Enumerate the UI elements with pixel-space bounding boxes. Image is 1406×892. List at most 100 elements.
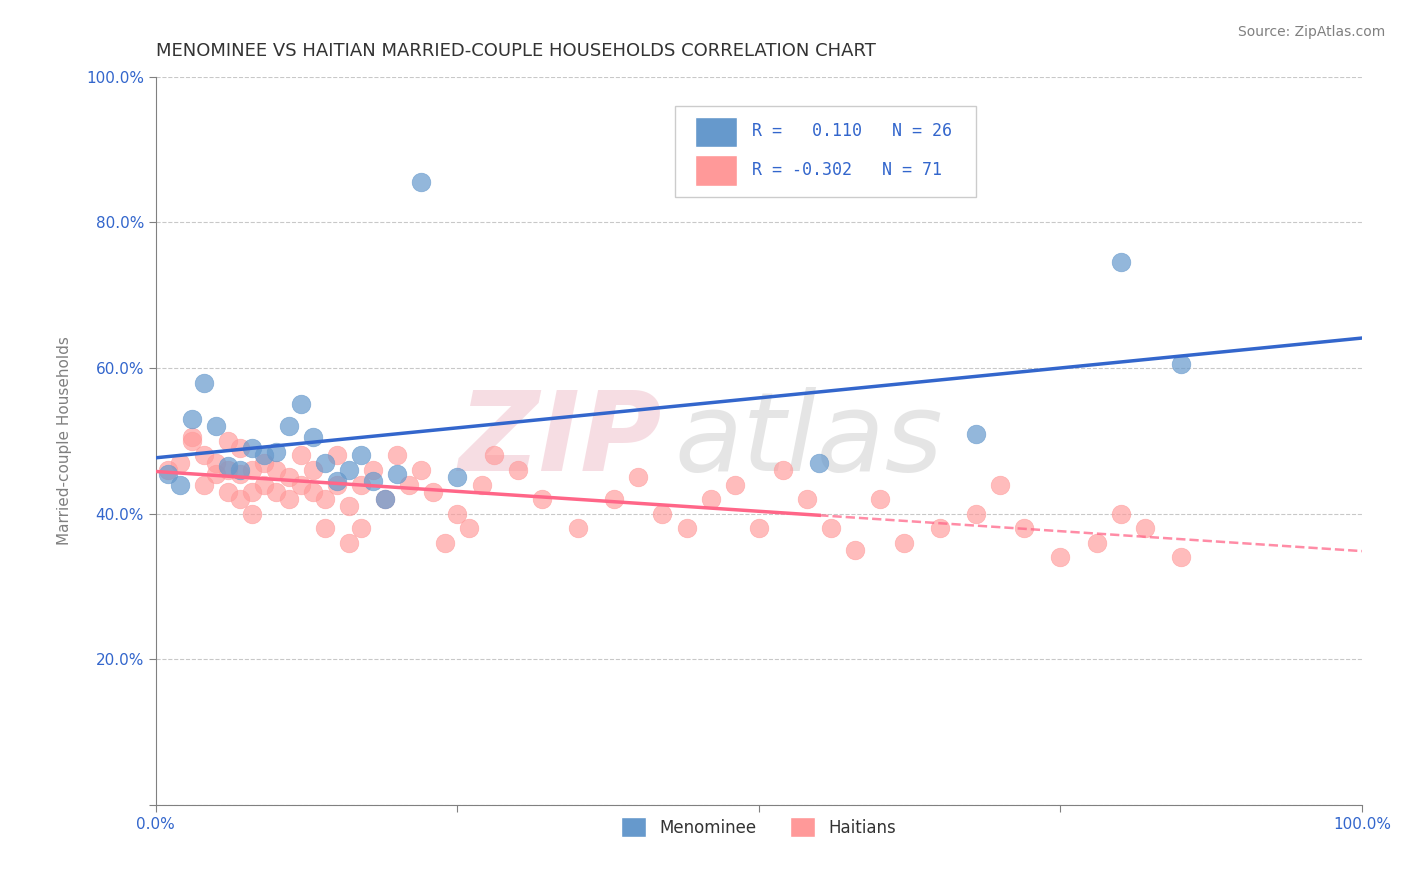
Text: MENOMINEE VS HAITIAN MARRIED-COUPLE HOUSEHOLDS CORRELATION CHART: MENOMINEE VS HAITIAN MARRIED-COUPLE HOUS…: [156, 42, 876, 60]
Point: [240, 484, 263, 499]
Point: [156, 467, 179, 481]
Point: [156, 463, 179, 477]
Point: [301, 463, 323, 477]
Point: [385, 467, 408, 481]
Point: [266, 444, 288, 458]
Point: [361, 474, 384, 488]
Point: [928, 521, 950, 535]
Point: [530, 492, 553, 507]
Point: [1109, 255, 1132, 269]
Point: [337, 535, 360, 549]
Point: [240, 463, 263, 477]
Point: [965, 507, 987, 521]
Point: [411, 463, 433, 477]
Point: [217, 434, 239, 448]
Point: [374, 492, 396, 507]
Point: [398, 477, 420, 491]
Y-axis label: Married-couple Households: Married-couple Households: [58, 336, 72, 545]
Point: [277, 419, 299, 434]
Point: [603, 492, 626, 507]
Point: [1014, 521, 1036, 535]
Point: [796, 492, 818, 507]
Point: [965, 426, 987, 441]
Point: [277, 492, 299, 507]
Point: [181, 430, 204, 444]
Point: [253, 449, 276, 463]
Text: R =   0.110   N = 26: R = 0.110 N = 26: [752, 122, 952, 140]
Point: [229, 441, 252, 455]
Point: [988, 477, 1011, 491]
Point: [229, 463, 252, 477]
Point: [217, 463, 239, 477]
Point: [181, 412, 204, 426]
Point: [326, 477, 349, 491]
Point: [193, 376, 215, 390]
Point: [422, 484, 444, 499]
Point: [470, 477, 492, 491]
Point: [205, 456, 228, 470]
Point: [229, 492, 252, 507]
Text: R = -0.302   N = 71: R = -0.302 N = 71: [752, 161, 942, 178]
Point: [229, 467, 252, 481]
Bar: [695, 117, 737, 147]
Point: [181, 434, 204, 448]
Point: [350, 477, 373, 491]
Point: [446, 507, 468, 521]
Point: [1133, 521, 1156, 535]
Point: [844, 543, 866, 558]
Point: [205, 467, 228, 481]
Point: [651, 507, 673, 521]
Point: [893, 535, 915, 549]
Point: [290, 397, 312, 411]
Point: [266, 463, 288, 477]
Legend: Menominee, Haitians: Menominee, Haitians: [614, 810, 903, 844]
Point: [350, 521, 373, 535]
Point: [314, 456, 336, 470]
Point: [193, 477, 215, 491]
Point: [205, 419, 228, 434]
Point: [290, 477, 312, 491]
Point: [748, 521, 770, 535]
Point: [314, 521, 336, 535]
Point: [699, 492, 721, 507]
Point: [506, 463, 529, 477]
Point: [240, 441, 263, 455]
Point: [724, 477, 747, 491]
Text: atlas: atlas: [675, 387, 943, 494]
Point: [253, 456, 276, 470]
Point: [446, 470, 468, 484]
Point: [337, 500, 360, 514]
Point: [1170, 357, 1192, 371]
Point: [820, 521, 842, 535]
Point: [169, 477, 191, 491]
Point: [567, 521, 589, 535]
Point: [350, 449, 373, 463]
Point: [374, 492, 396, 507]
Point: [301, 484, 323, 499]
Point: [627, 470, 650, 484]
Point: [1085, 535, 1108, 549]
Point: [1049, 550, 1071, 565]
Point: [808, 456, 831, 470]
Point: [301, 430, 323, 444]
Bar: [695, 155, 737, 186]
Point: [169, 456, 191, 470]
Point: [217, 459, 239, 474]
Text: Source: ZipAtlas.com: Source: ZipAtlas.com: [1237, 25, 1385, 39]
Point: [675, 521, 697, 535]
FancyBboxPatch shape: [675, 106, 976, 197]
Point: [337, 463, 360, 477]
Point: [482, 449, 505, 463]
Point: [326, 449, 349, 463]
Text: ZIP: ZIP: [458, 387, 662, 494]
Point: [266, 484, 288, 499]
Point: [385, 449, 408, 463]
Point: [253, 477, 276, 491]
Point: [411, 175, 433, 189]
Point: [193, 449, 215, 463]
Point: [1170, 550, 1192, 565]
Point: [326, 474, 349, 488]
Point: [277, 470, 299, 484]
Point: [314, 492, 336, 507]
Point: [290, 449, 312, 463]
